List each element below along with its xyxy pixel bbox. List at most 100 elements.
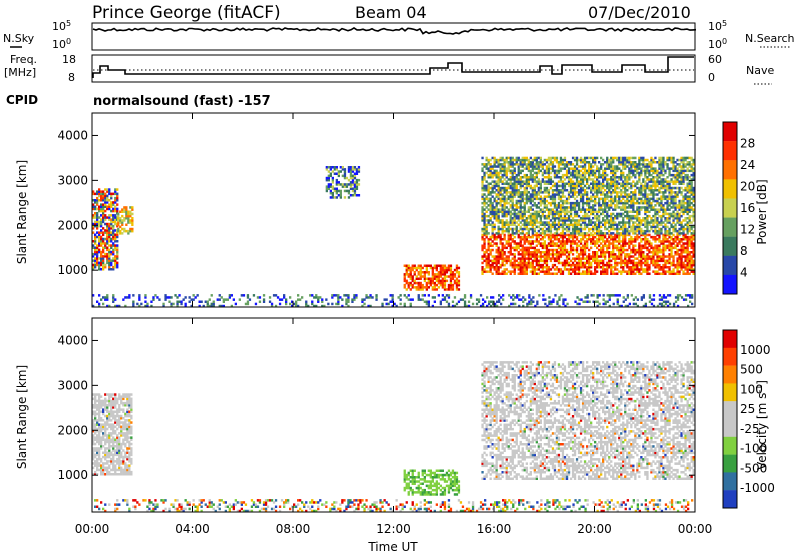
power-cell — [489, 223, 492, 226]
power-cell — [644, 206, 647, 209]
power-cell — [646, 225, 649, 229]
power-cell — [606, 206, 609, 209]
power-cell — [688, 199, 691, 203]
power-cell — [513, 163, 516, 166]
power-cell — [670, 263, 673, 267]
power-cell — [602, 191, 605, 194]
power-cell — [525, 178, 528, 181]
power-cell — [596, 214, 599, 218]
power-cell — [620, 193, 623, 196]
power-cell — [507, 242, 510, 245]
power-cell — [551, 161, 555, 164]
power-cell — [658, 191, 661, 194]
power-cell — [596, 217, 599, 220]
power-cell — [503, 263, 506, 267]
power-cell — [581, 248, 585, 252]
power-cell — [499, 263, 502, 267]
power-cell — [555, 223, 559, 226]
power-cell — [604, 251, 607, 254]
power-cell — [489, 253, 492, 256]
power-cell — [668, 235, 671, 239]
power-cell — [114, 214, 117, 217]
power-cell — [561, 233, 565, 237]
power-cell — [501, 165, 504, 168]
power-cell — [588, 208, 591, 211]
power-cell — [561, 229, 565, 233]
power-cell — [98, 265, 101, 269]
power-cell — [610, 193, 613, 196]
power-cell — [636, 251, 639, 254]
power-cell — [573, 193, 577, 196]
power-cell — [557, 184, 561, 188]
power-cell — [455, 266, 459, 270]
power-cell — [503, 191, 506, 194]
power-cell — [100, 255, 103, 258]
power-cell — [102, 194, 105, 198]
power-cell — [116, 250, 119, 254]
power-cell — [501, 167, 504, 170]
power-cell — [630, 165, 633, 168]
power-cell — [110, 263, 113, 267]
power-cell — [521, 257, 524, 260]
power-cell — [652, 255, 655, 258]
power-cell — [549, 229, 553, 233]
power-cell — [688, 263, 691, 267]
power-cell — [561, 184, 565, 188]
power-cell — [555, 257, 559, 260]
power-cell — [535, 163, 538, 166]
power-cell — [634, 235, 637, 239]
power-cell — [688, 235, 691, 239]
power-cell — [610, 223, 613, 226]
power-cell — [678, 221, 681, 224]
power-cell — [325, 189, 328, 193]
power-cell — [503, 204, 506, 207]
power-cell — [96, 218, 99, 221]
power-cell — [590, 232, 593, 235]
power-cell — [652, 206, 655, 209]
power-cell — [523, 233, 526, 237]
power-cell — [112, 227, 115, 230]
power-cell — [333, 166, 336, 169]
power-cell — [577, 221, 581, 224]
power-cell — [545, 270, 549, 273]
power-cell — [579, 217, 583, 220]
power-cell — [668, 182, 671, 185]
power-cell — [555, 161, 559, 164]
power-cell — [680, 208, 683, 211]
power-cell — [491, 156, 494, 160]
power-cell — [110, 196, 113, 200]
power-cell — [94, 201, 97, 204]
power-cell — [678, 227, 681, 231]
power-cell — [106, 259, 109, 262]
power-cell — [108, 190, 111, 193]
power-cell — [493, 212, 496, 216]
power-cell — [586, 195, 589, 198]
power-cell — [676, 217, 679, 220]
power-cell — [555, 255, 559, 258]
power-cell — [650, 219, 653, 222]
power-cell — [646, 263, 649, 267]
power-cell — [507, 167, 510, 170]
power-cell — [559, 217, 563, 220]
power-cell — [96, 263, 99, 267]
power-cell — [537, 167, 540, 170]
power-cell — [579, 242, 583, 245]
power-cell — [553, 244, 557, 247]
power-cell — [684, 266, 687, 269]
power-cell — [606, 227, 609, 231]
power-cell — [616, 204, 619, 207]
power-cell — [688, 191, 691, 194]
power-cell — [650, 246, 653, 250]
power-cell — [660, 165, 663, 168]
power-cell — [491, 272, 494, 275]
power-cell — [674, 178, 677, 181]
power-cell — [441, 281, 444, 285]
power-cell — [664, 229, 667, 233]
power-cell — [525, 263, 528, 267]
power-cell — [335, 196, 338, 199]
power-cell — [481, 206, 484, 209]
power-cell — [96, 235, 99, 239]
power-cell — [688, 244, 691, 247]
power-cell — [116, 261, 119, 265]
power-cell — [112, 257, 115, 260]
